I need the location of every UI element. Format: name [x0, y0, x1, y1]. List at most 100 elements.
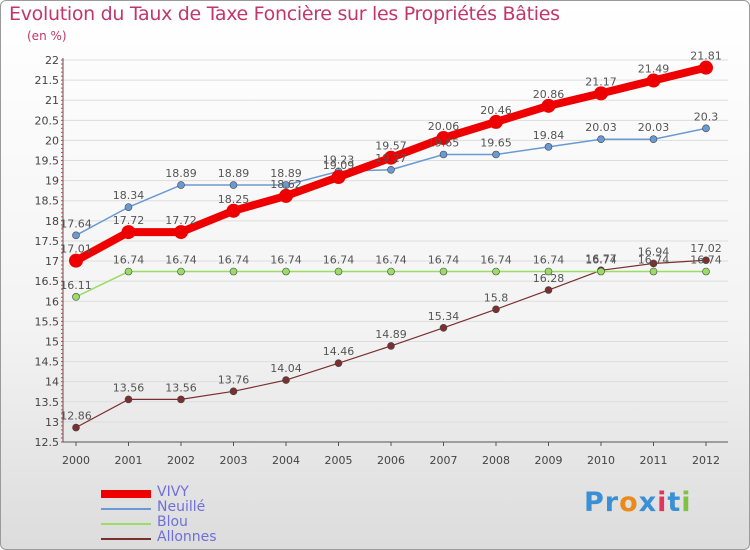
y-tick-label: 16.5 [35, 275, 60, 288]
logo-letter: x [638, 487, 658, 518]
allonnes-point [649, 259, 658, 268]
y-tick-label: 14 [45, 376, 59, 389]
legend-swatch [101, 538, 151, 540]
legend-swatch [101, 490, 151, 498]
allonnes-data-label: 14.04 [270, 362, 302, 375]
blou-data-label: 16.74 [113, 254, 145, 267]
vivy-point [121, 225, 136, 240]
neuille-data-label: 20.03 [638, 121, 670, 134]
neuille-point [597, 135, 605, 144]
proxiti-logo: Proxiti [584, 487, 692, 518]
neuille-data-label: 18.89 [270, 167, 302, 180]
allonnes-data-label: 13.76 [218, 373, 250, 386]
neuille-point [177, 181, 185, 189]
blou-data-label: 16.74 [533, 254, 565, 267]
vivy-data-label: 21.49 [638, 63, 670, 76]
x-tick-label: 2002 [167, 454, 195, 467]
blou-point [177, 267, 185, 276]
y-tick-label: 17.5 [35, 235, 60, 248]
y-tick-label: 16 [45, 295, 59, 308]
neuille-data-label: 18.89 [165, 167, 197, 180]
allonnes-point [229, 387, 238, 396]
blou-data-label: 16.74 [375, 254, 407, 267]
allonnes-point [492, 305, 500, 314]
y-tick-label: 13.5 [35, 396, 60, 409]
legend-swatch [101, 523, 151, 525]
allonnes-data-label: 15.34 [428, 310, 460, 323]
allonnes-point [72, 423, 80, 432]
allonnes-point [439, 324, 448, 332]
blou-point [649, 267, 658, 276]
vivy-data-label: 17.72 [113, 214, 145, 227]
allonnes-data-label: 15.8 [484, 291, 509, 304]
vivy-data-label: 18.62 [270, 178, 302, 191]
y-tick-label: 20.5 [35, 114, 60, 127]
y-tick-label: 22 [45, 54, 59, 67]
x-tick-label: 2005 [325, 454, 353, 467]
neuille-data-label: 18.34 [113, 189, 145, 202]
x-tick-label: 2011 [640, 454, 668, 467]
x-tick-label: 2004 [272, 454, 300, 467]
logo-letter: r [604, 487, 620, 518]
blou-data-label: 16.74 [270, 254, 302, 267]
vivy-point [646, 73, 661, 88]
y-tick-label: 17 [45, 255, 59, 268]
legend-label: Neuillé [157, 499, 206, 515]
x-tick-label: 2001 [115, 454, 143, 467]
neuille-point [72, 231, 80, 240]
y-tick-label: 12.5 [35, 436, 60, 449]
x-tick-label: 2003 [220, 454, 248, 467]
blou-data-label: 16.11 [60, 279, 92, 292]
blou-point [229, 267, 238, 276]
vivy-data-label: 17.72 [165, 214, 197, 227]
x-tick-label: 2007 [430, 454, 458, 467]
neuille-data-label: 19.65 [480, 136, 512, 149]
vivy-point [436, 131, 451, 146]
allonnes-point [387, 342, 395, 350]
chart-unit-label: (en %) [27, 29, 67, 43]
vivy-point [174, 225, 188, 240]
blou-point [334, 267, 343, 276]
y-tick-label: 18 [45, 215, 59, 228]
blou-data-label: 16.74 [638, 254, 670, 267]
allonnes-point [334, 359, 343, 367]
blou-data-label: 16.74 [323, 254, 355, 267]
y-tick-label: 19 [45, 175, 59, 188]
blou-point [439, 267, 448, 276]
neuille-data-label: 20.3 [694, 110, 719, 123]
vivy-data-label: 17.01 [60, 243, 92, 256]
vivy-point [384, 150, 398, 165]
vivy-data-label: 20.46 [480, 104, 512, 117]
x-tick-label: 2000 [62, 454, 90, 467]
neuille-data-label: 19.27 [375, 152, 407, 165]
y-tick-label: 14.5 [35, 356, 60, 369]
vivy-data-label: 21.17 [585, 75, 617, 88]
blou-point [544, 267, 553, 276]
allonnes-data-label: 17.02 [690, 242, 722, 255]
x-tick-label: 2010 [587, 454, 615, 467]
neuille-point [544, 143, 553, 151]
allonnes-data-label: 13.56 [165, 381, 197, 394]
vivy-data-label: 20.86 [533, 88, 565, 101]
vivy-point [541, 98, 556, 113]
y-tick-label: 18.5 [35, 195, 60, 208]
allonnes-data-label: 16.28 [533, 272, 565, 285]
allonnes-data-label: 16.94 [638, 245, 670, 258]
y-tick-label: 13 [45, 416, 59, 429]
allonnes-data-label: 14.46 [323, 345, 355, 358]
y-tick-label: 15 [45, 335, 59, 348]
neuille-point [649, 135, 658, 144]
x-tick-label: 2012 [692, 454, 720, 467]
allonnes-point [124, 395, 133, 404]
vivy-point [331, 170, 346, 185]
allonnes-data-label: 14.89 [375, 328, 407, 341]
y-tick-label: 15.5 [35, 315, 60, 328]
logo-letter: i [657, 487, 668, 518]
neuille-data-label: 19.23 [323, 153, 355, 166]
vivy-point [594, 86, 608, 101]
vivy-data-label: 20.06 [428, 120, 460, 133]
blou-point [597, 267, 605, 276]
blou-data-label: 16.74 [690, 254, 722, 267]
